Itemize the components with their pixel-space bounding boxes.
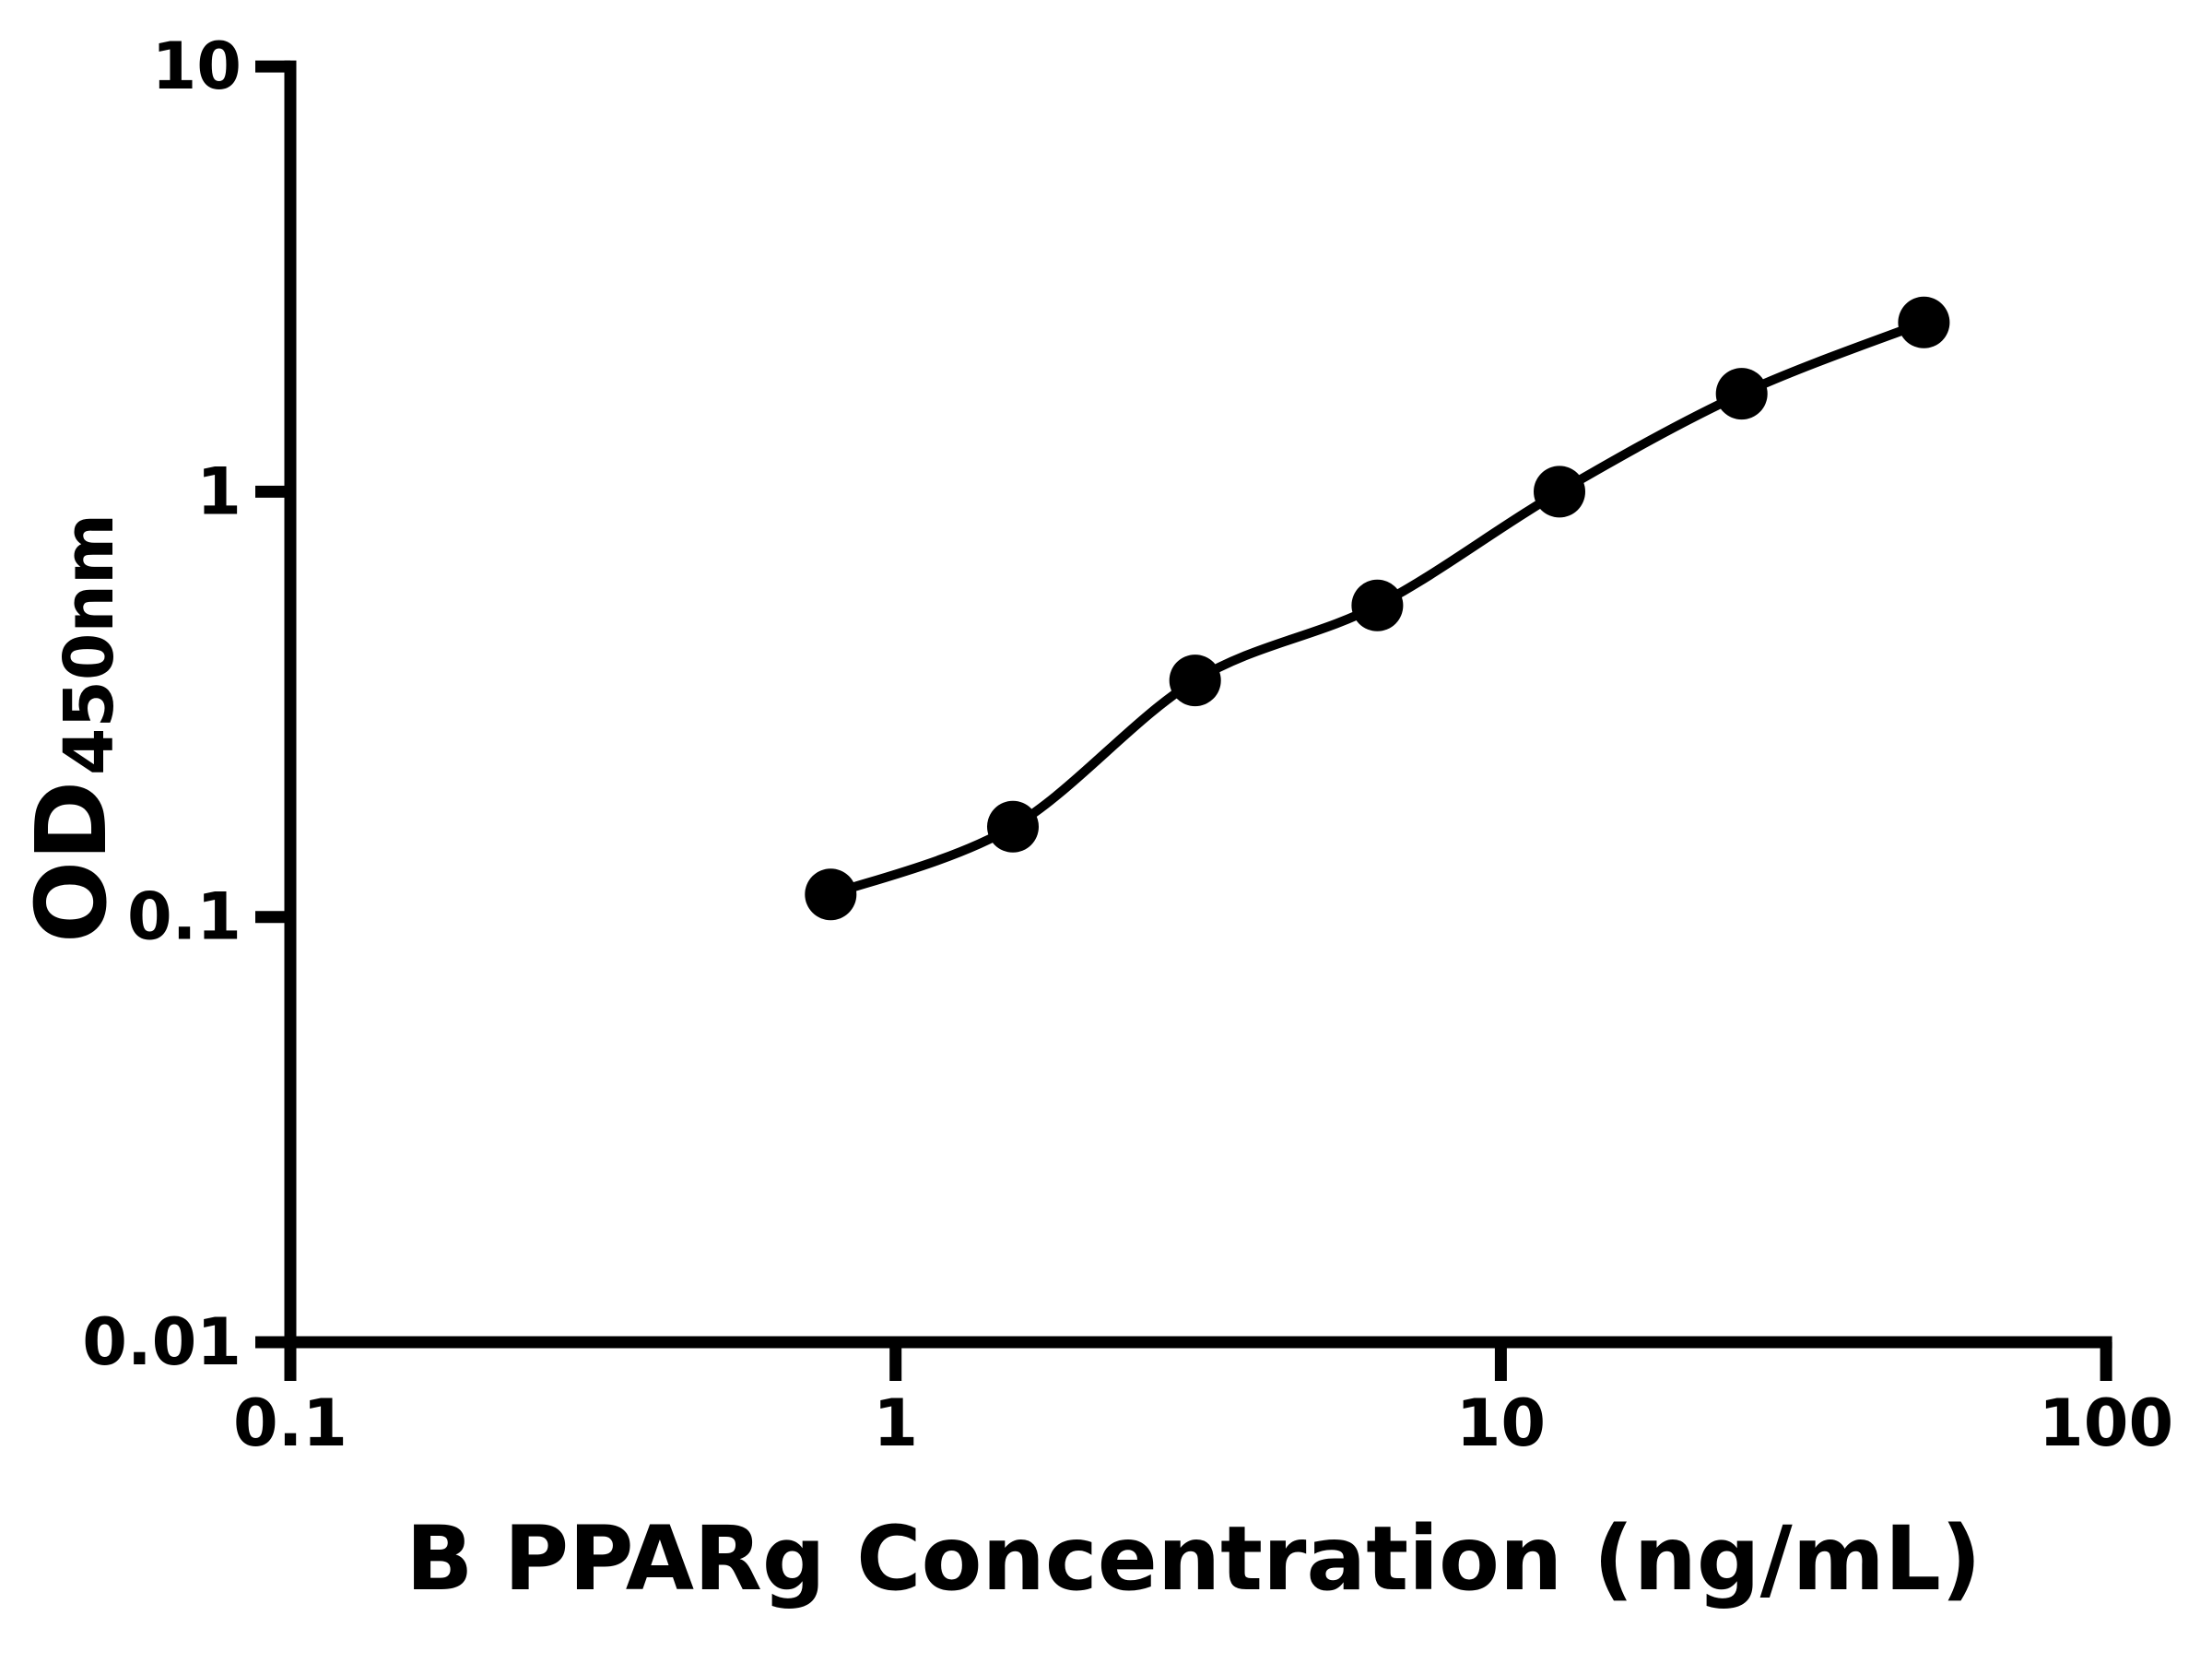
data-point [1534,466,1585,518]
y-axis-title: OD 450nm [16,513,129,943]
data-point [1898,296,1950,348]
y-tick-label: 10 [152,29,241,104]
y-tick-label: 1 [196,454,241,529]
data-point [1169,655,1221,707]
x-tick-label: 100 [2039,1386,2173,1461]
data-series-layer [805,296,1950,921]
x-tick-label: 10 [1456,1386,1546,1461]
x-tick-label: 1 [873,1386,918,1461]
y-tick-label: 0.01 [82,1304,241,1380]
data-point [1351,579,1404,631]
y-axis-title-main: OD [16,781,128,943]
y-axis-title-subscript: 450nm [50,513,129,775]
y-tick-label: 0.1 [127,879,241,955]
x-axis-title: B PPARg Concentration (ng/mL) [406,1507,1982,1610]
data-point [987,800,1039,853]
x-tick-label: 0.1 [233,1386,347,1461]
data-point [805,868,857,921]
data-point [1715,368,1768,420]
